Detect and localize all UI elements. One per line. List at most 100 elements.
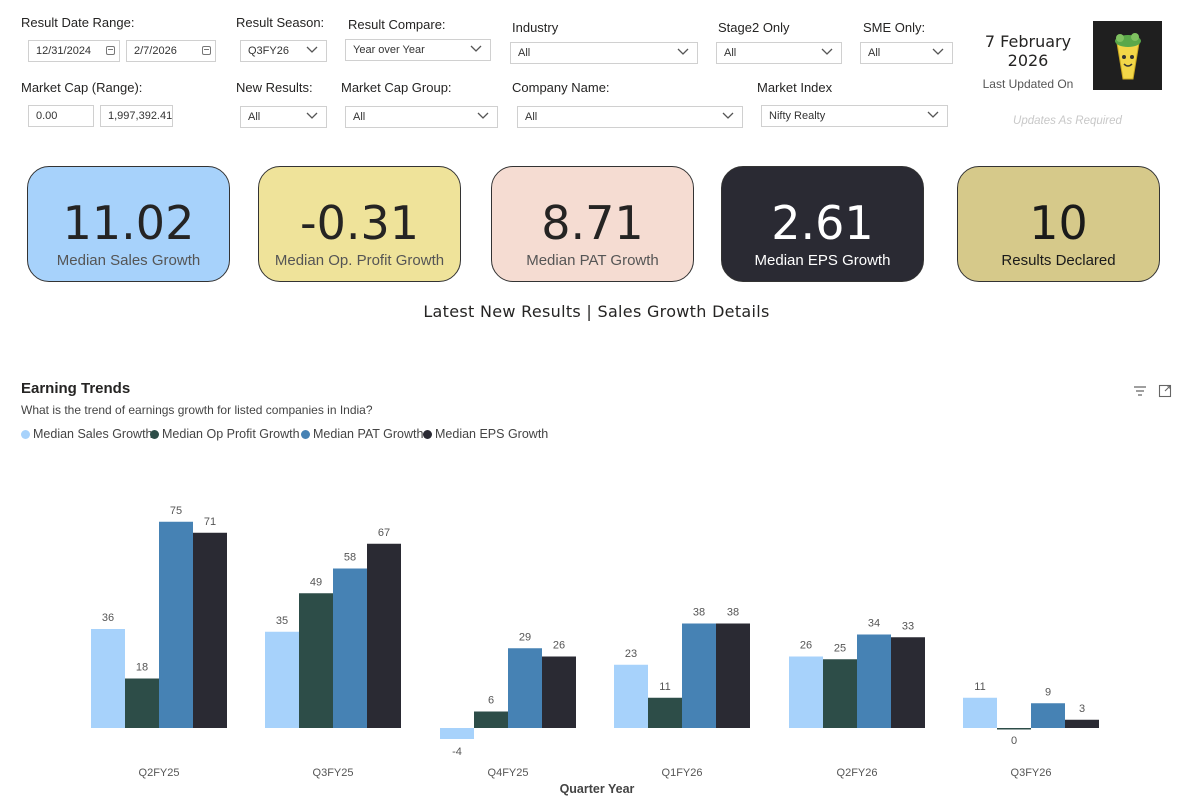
- data-label: 18: [136, 662, 148, 674]
- chart-title: Earning Trends: [21, 380, 131, 397]
- bar-Q2FY26-0[interactable]: [789, 656, 823, 729]
- bar-Q1FY26-0[interactable]: [614, 664, 648, 728]
- result-compare-label: Result Compare:: [348, 17, 446, 32]
- data-label: 11: [974, 681, 985, 693]
- market-cap-max-input[interactable]: 1,997,392.41: [100, 105, 173, 127]
- x-axis-title: Quarter Year: [560, 782, 635, 796]
- kpi-results-declared: 10 Results Declared: [957, 166, 1160, 282]
- market-index-dropdown[interactable]: Nifty Realty: [761, 105, 948, 127]
- chevron-down-icon: [470, 45, 482, 52]
- industry-dropdown[interactable]: All: [510, 42, 698, 64]
- chevron-down-icon: [821, 48, 833, 55]
- kpi-value: -0.31: [299, 196, 420, 250]
- filter-icon[interactable]: [1133, 384, 1147, 398]
- start-date-input[interactable]: 12/31/2024: [28, 40, 120, 62]
- sme-only-dropdown[interactable]: All: [860, 42, 953, 64]
- data-label: 0: [1011, 735, 1017, 747]
- industry-value: All: [518, 47, 531, 59]
- company-name-label: Company Name:: [512, 80, 610, 95]
- bar-Q1FY26-2[interactable]: [682, 623, 716, 729]
- market-cap-range-label: Market Cap (Range):: [21, 80, 143, 95]
- data-label: 25: [834, 642, 846, 654]
- start-date-value: 12/31/2024: [36, 45, 92, 57]
- data-label: 11: [659, 681, 670, 693]
- kpi-label: Median Sales Growth: [56, 252, 201, 269]
- last-updated-label: Last Updated On: [982, 77, 1074, 91]
- kpi-label: Median EPS Growth: [754, 252, 891, 269]
- market-cap-group-label: Market Cap Group:: [341, 80, 452, 95]
- bar-Q2FY25-3[interactable]: [193, 532, 227, 728]
- bar-Q3FY25-3[interactable]: [367, 543, 401, 728]
- market-cap-group-value: All: [353, 111, 366, 123]
- sme-only-label: SME Only:: [863, 20, 926, 35]
- bar-Q3FY25-1[interactable]: [299, 593, 333, 728]
- chart-subtitle: What is the trend of earnings growth for…: [21, 403, 373, 417]
- new-results-dropdown[interactable]: All: [240, 106, 327, 128]
- data-label: -4: [452, 746, 462, 758]
- bar-Q2FY26-1[interactable]: [823, 659, 857, 728]
- bar-Q3FY25-2[interactable]: [333, 568, 367, 729]
- bar-Q3FY26-1[interactable]: [997, 728, 1031, 730]
- bar-Q4FY25-3[interactable]: [542, 656, 576, 729]
- data-label: 36: [102, 612, 114, 624]
- logo-icon: [1115, 33, 1141, 80]
- market-cap-min-value: 0.00: [36, 110, 58, 122]
- legend-item[interactable]: Median EPS Growth: [423, 427, 548, 441]
- company-name-dropdown[interactable]: All: [517, 106, 743, 128]
- data-label: 6: [488, 695, 494, 707]
- bar-Q3FY26-0[interactable]: [963, 697, 997, 728]
- legend-label: Median Op Profit Growth: [162, 427, 300, 441]
- kpi-value: 10: [1029, 196, 1088, 250]
- x-tick-label: Q4FY25: [488, 767, 529, 779]
- kpi-label: Median PAT Growth: [526, 252, 659, 269]
- calendar-icon[interactable]: [202, 46, 211, 55]
- chevron-down-icon: [927, 111, 939, 118]
- result-season-dropdown[interactable]: Q3FY26: [240, 40, 327, 62]
- data-label: 26: [800, 640, 812, 652]
- bar-Q3FY25-0[interactable]: [265, 631, 299, 728]
- legend-swatch: [301, 430, 310, 439]
- bar-Q3FY26-2[interactable]: [1031, 703, 1065, 728]
- bar-Q4FY25-1[interactable]: [474, 711, 508, 729]
- market-cap-min-input[interactable]: 0.00: [28, 105, 94, 127]
- bar-Q1FY26-3[interactable]: [716, 623, 750, 729]
- result-compare-value: Year over Year: [353, 44, 425, 56]
- chevron-down-icon: [477, 112, 489, 119]
- kpi-median-pat-growth: 8.71 Median PAT Growth: [491, 166, 694, 282]
- data-label: 38: [693, 607, 705, 619]
- bar-Q2FY26-2[interactable]: [857, 634, 891, 729]
- bar-Q1FY26-1[interactable]: [648, 697, 682, 728]
- data-label: 26: [553, 640, 565, 652]
- bar-Q4FY25-2[interactable]: [508, 648, 542, 728]
- bar-Q2FY25-0[interactable]: [91, 629, 125, 728]
- new-results-value: All: [248, 111, 261, 123]
- stage2-only-dropdown[interactable]: All: [716, 42, 842, 64]
- result-compare-dropdown[interactable]: Year over Year: [345, 39, 491, 61]
- bar-Q3FY26-3[interactable]: [1065, 719, 1099, 728]
- bar-Q4FY25-0[interactable]: [440, 728, 474, 739]
- market-index-label: Market Index: [757, 80, 833, 95]
- bar-Q2FY25-2[interactable]: [159, 521, 193, 728]
- new-results-label: New Results:: [236, 80, 313, 95]
- kpi-value: 8.71: [541, 196, 644, 250]
- legend-item[interactable]: Median Op Profit Growth: [150, 427, 300, 441]
- legend-item[interactable]: Median Sales Growth: [21, 427, 153, 441]
- chevron-down-icon: [306, 112, 318, 119]
- market-cap-max-value: 1,997,392.41: [108, 110, 173, 122]
- end-date-input[interactable]: 2/7/2026: [126, 40, 216, 62]
- logo: [1093, 21, 1162, 90]
- focus-mode-icon[interactable]: [1158, 384, 1172, 398]
- legend-item[interactable]: Median PAT Growth: [301, 427, 423, 441]
- data-label: 71: [204, 516, 216, 528]
- market-cap-group-dropdown[interactable]: All: [345, 106, 498, 128]
- data-label: 35: [276, 615, 288, 627]
- calendar-icon[interactable]: [106, 46, 115, 55]
- legend-swatch: [423, 430, 432, 439]
- bar-Q2FY25-1[interactable]: [125, 678, 159, 729]
- x-tick-label: Q2FY26: [837, 767, 878, 779]
- legend-label: Median Sales Growth: [33, 427, 153, 441]
- bar-Q2FY26-3[interactable]: [891, 637, 925, 728]
- company-name-value: All: [525, 111, 538, 123]
- data-label: 23: [625, 648, 637, 660]
- stage2-only-value: All: [724, 47, 737, 59]
